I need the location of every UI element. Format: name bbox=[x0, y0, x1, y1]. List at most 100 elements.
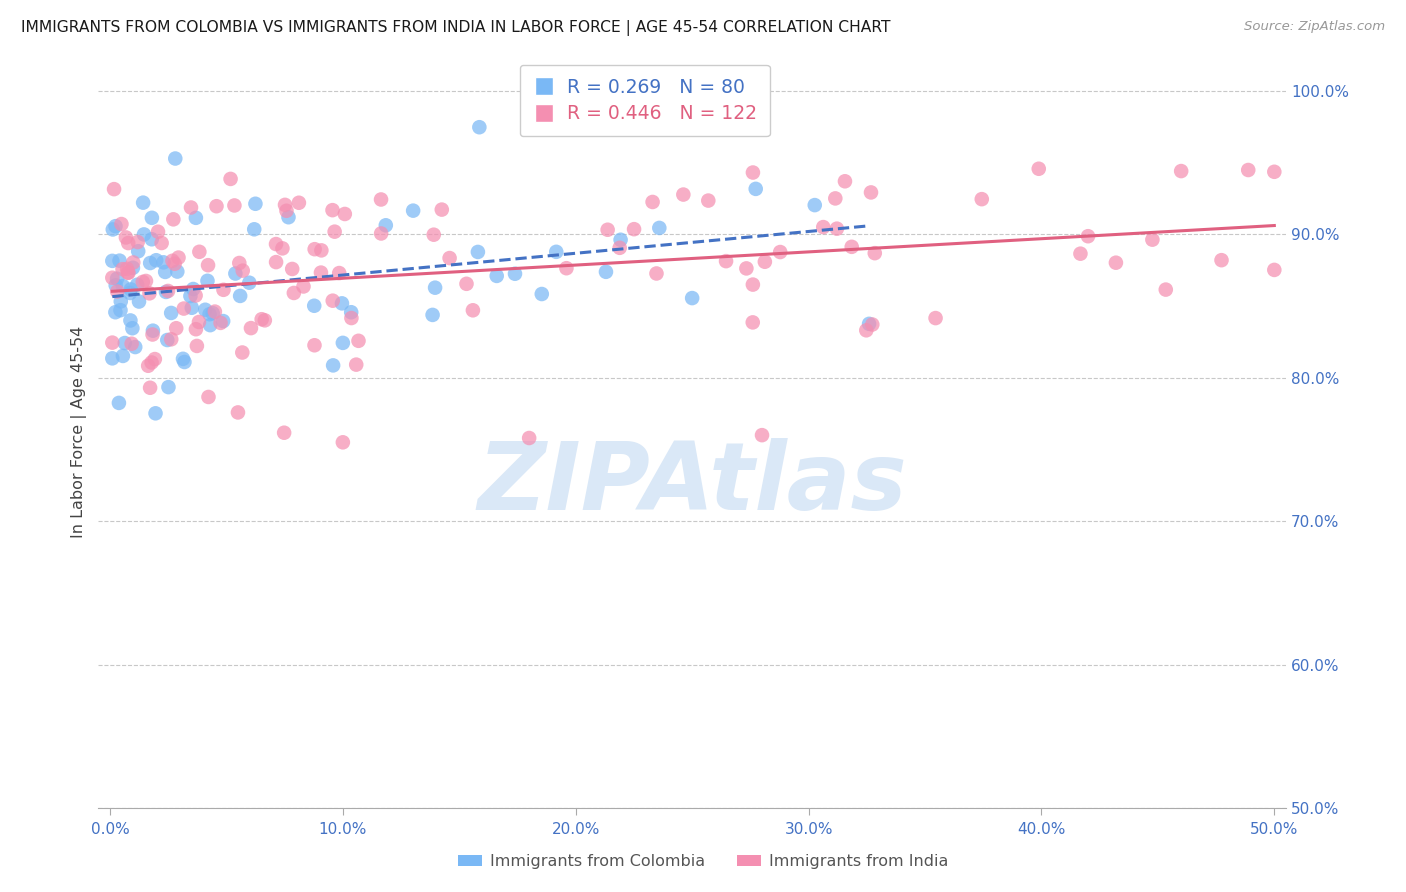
Point bbox=[166, 264, 188, 278]
Point bbox=[127, 235, 149, 249]
Point bbox=[232, 263, 254, 277]
Point bbox=[374, 219, 396, 233]
Point bbox=[741, 315, 763, 329]
Point bbox=[623, 222, 645, 236]
Point bbox=[485, 268, 508, 283]
Point bbox=[245, 196, 267, 211]
Point bbox=[283, 285, 305, 300]
Point bbox=[224, 198, 246, 212]
Point bbox=[197, 274, 219, 288]
Point bbox=[201, 306, 224, 320]
Point bbox=[253, 313, 276, 327]
Point bbox=[340, 305, 363, 319]
Point bbox=[304, 242, 326, 256]
Point bbox=[825, 221, 848, 235]
Point bbox=[751, 428, 773, 442]
Point bbox=[114, 336, 136, 351]
Point bbox=[238, 276, 260, 290]
Point bbox=[322, 359, 344, 373]
Point bbox=[117, 266, 139, 280]
Point bbox=[741, 277, 763, 292]
Point bbox=[769, 245, 792, 260]
Point bbox=[645, 267, 668, 281]
Point bbox=[212, 314, 235, 328]
Point bbox=[128, 294, 150, 309]
Point bbox=[274, 198, 297, 212]
Point bbox=[735, 261, 758, 276]
Point bbox=[1142, 233, 1164, 247]
Point bbox=[143, 352, 166, 367]
Point bbox=[1154, 283, 1177, 297]
Point bbox=[333, 207, 356, 221]
Point bbox=[595, 265, 617, 279]
Point bbox=[322, 293, 344, 308]
Point bbox=[224, 267, 246, 281]
Point bbox=[347, 334, 370, 348]
Point bbox=[288, 195, 311, 210]
Point bbox=[115, 230, 138, 244]
Point bbox=[115, 261, 138, 276]
Point bbox=[179, 289, 201, 303]
Point bbox=[132, 275, 155, 289]
Point bbox=[105, 285, 128, 299]
Point bbox=[1170, 164, 1192, 178]
Point bbox=[423, 281, 446, 295]
Point bbox=[108, 396, 131, 410]
Point bbox=[863, 246, 886, 260]
Point bbox=[304, 338, 326, 352]
Point bbox=[142, 324, 165, 338]
Point bbox=[302, 299, 325, 313]
Point bbox=[344, 358, 367, 372]
Point bbox=[681, 291, 703, 305]
Point bbox=[111, 262, 134, 277]
Point bbox=[110, 217, 132, 231]
Point bbox=[198, 318, 221, 333]
Point bbox=[136, 359, 159, 373]
Point bbox=[180, 201, 202, 215]
Point bbox=[108, 253, 131, 268]
Point bbox=[714, 254, 737, 268]
Point bbox=[101, 222, 124, 236]
Point bbox=[1237, 163, 1260, 178]
Point bbox=[101, 335, 124, 350]
Text: ZIPAtlas: ZIPAtlas bbox=[477, 438, 907, 530]
Point bbox=[924, 311, 946, 326]
Point bbox=[153, 265, 176, 279]
Point bbox=[160, 332, 183, 346]
Point bbox=[370, 227, 392, 241]
Point bbox=[641, 194, 664, 209]
Point bbox=[111, 349, 134, 363]
Point bbox=[456, 277, 478, 291]
Point bbox=[1263, 263, 1285, 277]
Point bbox=[311, 244, 333, 258]
Point bbox=[332, 435, 354, 450]
Point bbox=[332, 335, 354, 350]
Point bbox=[858, 317, 880, 331]
Point bbox=[155, 285, 177, 299]
Point bbox=[139, 381, 162, 395]
Point bbox=[231, 345, 253, 359]
Point bbox=[328, 266, 350, 280]
Point bbox=[122, 255, 145, 269]
Point bbox=[173, 301, 195, 316]
Point bbox=[855, 323, 877, 337]
Point bbox=[277, 211, 299, 225]
Point bbox=[172, 351, 194, 366]
Point bbox=[281, 262, 304, 277]
Point bbox=[104, 305, 127, 319]
Point bbox=[165, 321, 187, 335]
Point bbox=[167, 251, 190, 265]
Point bbox=[101, 351, 124, 366]
Point bbox=[141, 327, 163, 342]
Point bbox=[101, 270, 124, 285]
Point bbox=[117, 266, 139, 280]
Point bbox=[422, 227, 444, 242]
Point bbox=[127, 277, 149, 292]
Point bbox=[321, 203, 343, 218]
Point bbox=[834, 174, 856, 188]
Point bbox=[439, 251, 461, 265]
Point bbox=[264, 237, 287, 252]
Point bbox=[744, 182, 766, 196]
Point bbox=[212, 283, 235, 297]
Point bbox=[276, 203, 298, 218]
